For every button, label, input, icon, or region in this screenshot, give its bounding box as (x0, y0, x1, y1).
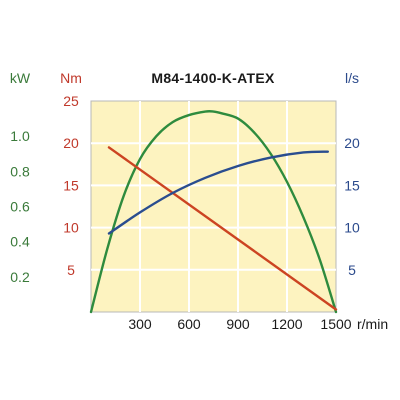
kw-tick-label: 1.0 (10, 128, 30, 144)
x-axis-label: r/min (357, 316, 388, 332)
kw-tick-label: 0.6 (10, 199, 30, 215)
nm-tick-label: 25 (63, 93, 79, 109)
kw-tick-label: 0.4 (10, 234, 30, 250)
kw-axis-label: kW (10, 70, 31, 86)
kw-tick-label: 0.8 (10, 163, 30, 179)
l-s-axis-label: l/s (345, 70, 359, 86)
series-nm-line (107, 146, 338, 311)
nm-tick-label: 20 (63, 135, 79, 151)
tick-labels: 300 600 900 1200 1500 0.2 0.4 0.6 0.8 1.0 5 10 15 20 2… (10, 93, 360, 332)
l-s-tick-label: 5 (348, 262, 356, 278)
kw-tick-label: 0.2 (10, 269, 30, 285)
nm-tick-label: 15 (63, 177, 79, 193)
x-tick-label: 1500 (320, 316, 351, 332)
series-kw-line (89, 110, 338, 314)
series-layer (89, 110, 338, 314)
l-s-tick-label: 20 (344, 135, 360, 151)
plot-area (90, 100, 337, 313)
nm-tick-label: 5 (67, 262, 75, 278)
l-s-tick-label: 15 (344, 177, 360, 193)
x-tick-label: 300 (128, 316, 152, 332)
x-tick-label: 1200 (271, 316, 302, 332)
nm-axis-label: Nm (60, 70, 82, 86)
grid (91, 101, 336, 312)
x-tick-label: 600 (177, 316, 201, 332)
chart-title: M84-1400-K-ATEX (151, 70, 275, 86)
l-s-tick-label: 10 (344, 220, 360, 236)
nm-tick-label: 10 (63, 220, 79, 236)
x-tick-label: 900 (226, 316, 250, 332)
series-l-s-line (107, 150, 330, 235)
